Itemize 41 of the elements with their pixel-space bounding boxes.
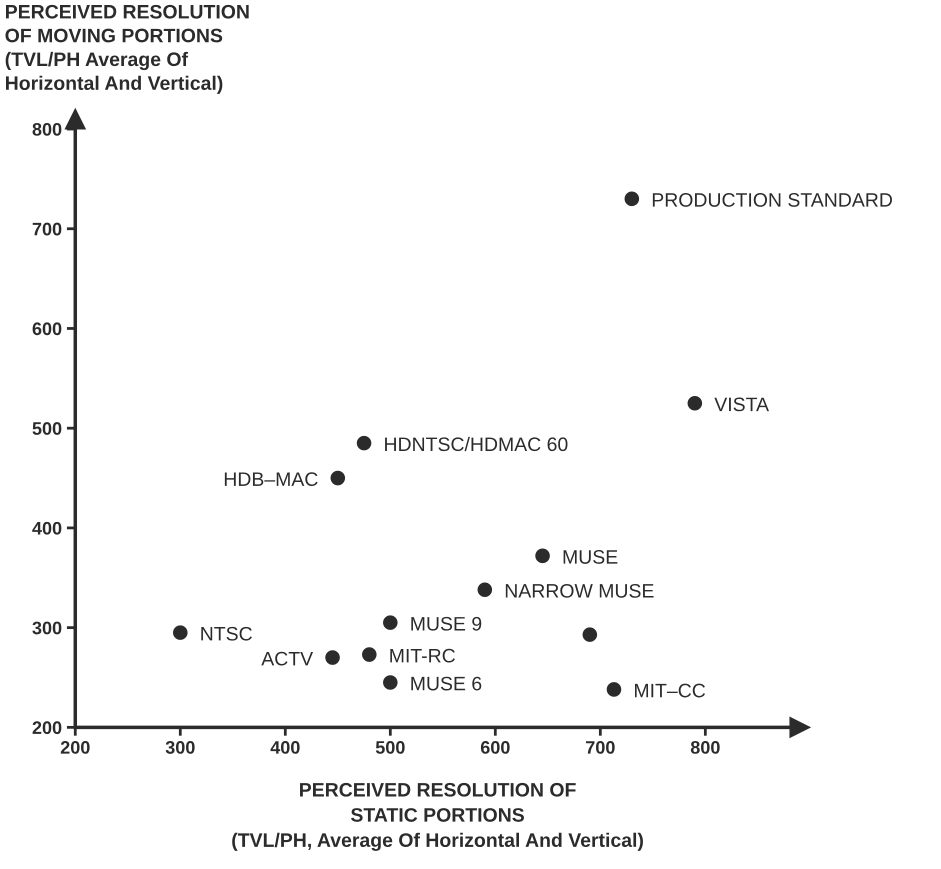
y-tick-label: 600 [32,322,62,336]
annotation: HDNTSC/HDMAC 60 [385,436,568,452]
point [383,615,398,630]
point [582,627,598,642]
annotation: MUSE [564,550,618,564]
y-tick-label: 800 [32,122,62,136]
x-axis-title: PERCEIVED RESOLUTION OF STATIC PORTIONS (TVL/PH, Average Of Horizontal And Vertical) [232,782,643,851]
x-tick-label: 600 [480,741,510,754]
annotation: HDB–MAC [224,472,318,486]
y-tick-label: 400 [32,522,62,535]
y-tick-label: 200 [32,721,62,734]
x-tick-label: 300 [166,741,195,754]
x-tick-label: 400 [270,741,300,754]
point [478,582,492,598]
annotation: PRODUCTION STANDARD [652,193,892,207]
point [688,396,702,411]
x-tick-label: 500 [376,741,405,754]
point [383,675,398,690]
annotation: MUSE 9 [411,616,482,631]
point [173,625,188,640]
point [330,470,346,486]
annotation: NARROW MUSE [506,584,654,598]
annotation: VISTA [714,397,769,412]
annotation: NTSC [201,626,252,641]
annotation: ACTV [261,652,314,666]
point [362,647,377,662]
x-tick-label: 200 [60,741,90,754]
x-tick-label: 700 [586,741,615,754]
y-tick-label: 700 [32,222,62,236]
annotation: MIT–CC [635,684,706,698]
point [606,682,622,697]
point [624,192,640,206]
annotation: MIT-RC [390,648,455,663]
y-tick-label: 500 [32,422,62,435]
point [325,650,340,665]
annotation: MUSE 6 [411,676,482,690]
y-tick-label: 300 [32,622,62,634]
x-tick-label: 800 [690,741,720,754]
y-axis-title: PERCEIVED RESOLUTION OF MOVING PORTIONS (TVL/PH Average Of Horizontal And Vertical) [6,4,249,94]
point [356,436,372,450]
point [535,548,550,564]
